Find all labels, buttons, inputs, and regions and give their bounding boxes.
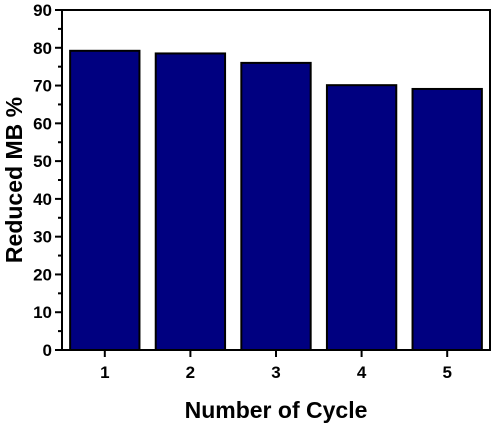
y-tick-label: 40 bbox=[33, 190, 52, 209]
x-tick-label: 3 bbox=[271, 363, 280, 382]
y-tick-label: 60 bbox=[33, 114, 52, 133]
x-tick-label: 1 bbox=[100, 363, 109, 382]
bar-cycle-2 bbox=[154, 52, 227, 351]
y-axis-title: Reduced MB % bbox=[1, 97, 27, 263]
y-tick-label: 20 bbox=[33, 265, 52, 284]
y-tick-label: 80 bbox=[33, 39, 52, 58]
y-axis: 0 10 20 30 40 50 60 70 80 90 bbox=[33, 1, 62, 360]
y-tick-label: 50 bbox=[33, 152, 52, 171]
x-tick-label: 4 bbox=[357, 363, 367, 382]
plot-frame bbox=[61, 9, 491, 351]
y-tick-label: 70 bbox=[33, 77, 52, 96]
x-axis: 1 2 3 4 5 bbox=[100, 350, 452, 382]
y-tick-label: 30 bbox=[33, 228, 52, 247]
y-tick-label: 90 bbox=[33, 1, 52, 20]
x-axis-title: Number of Cycle bbox=[185, 397, 368, 423]
bars-group bbox=[69, 49, 483, 352]
x-tick-label: 5 bbox=[442, 363, 451, 382]
bar-cycle-1 bbox=[69, 49, 141, 352]
y-tick-label: 0 bbox=[43, 341, 52, 360]
bar-cycle-4 bbox=[325, 84, 398, 352]
x-tick-label: 2 bbox=[186, 363, 195, 382]
bar-cycle-5 bbox=[411, 87, 483, 351]
y-tick-label: 10 bbox=[33, 303, 52, 322]
bar-cycle-3 bbox=[240, 61, 312, 352]
